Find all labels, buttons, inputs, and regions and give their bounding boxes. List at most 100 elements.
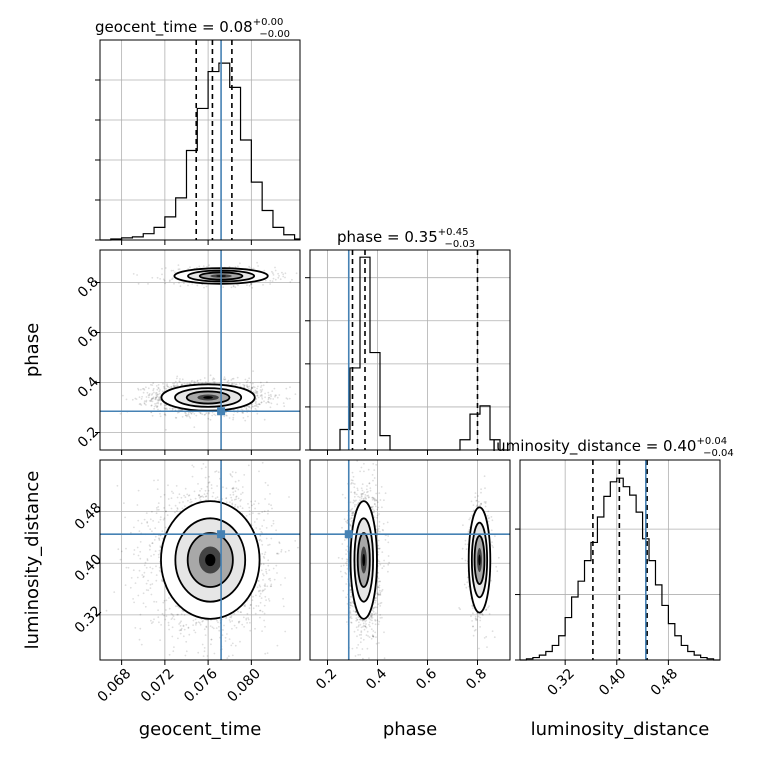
sample-point bbox=[258, 589, 261, 592]
sample-point bbox=[155, 512, 158, 515]
sample-point bbox=[231, 487, 234, 490]
sample-point bbox=[202, 265, 205, 267]
sample-point bbox=[204, 634, 207, 636]
sample-point bbox=[105, 609, 108, 612]
sample-point bbox=[229, 501, 231, 504]
sample-point bbox=[252, 382, 254, 385]
sample-point bbox=[157, 399, 160, 402]
sample-point bbox=[282, 402, 285, 404]
sample-point bbox=[199, 495, 202, 498]
sample-point bbox=[191, 475, 194, 478]
histogram-geocent_time bbox=[100, 62, 301, 241]
sample-point bbox=[149, 583, 152, 586]
sample-point bbox=[269, 397, 272, 400]
sample-point bbox=[205, 495, 208, 498]
sample-point bbox=[152, 621, 154, 623]
sample-point bbox=[222, 378, 225, 380]
sample-point bbox=[168, 504, 171, 507]
sample-point bbox=[232, 486, 235, 489]
sample-point bbox=[230, 616, 233, 619]
sample-point bbox=[161, 273, 163, 276]
sample-point bbox=[191, 379, 194, 382]
sample-point bbox=[174, 380, 177, 383]
sample-point bbox=[249, 629, 252, 632]
sample-point bbox=[260, 391, 262, 393]
sample-point bbox=[176, 496, 179, 499]
sample-point bbox=[215, 470, 218, 472]
sample-point bbox=[182, 625, 185, 628]
sample-point bbox=[157, 508, 160, 511]
sample-point bbox=[177, 637, 179, 640]
sample-point bbox=[165, 609, 167, 611]
sample-point bbox=[154, 403, 156, 405]
sample-point bbox=[236, 505, 239, 508]
sample-point bbox=[229, 670, 231, 672]
sample-point bbox=[229, 621, 232, 623]
sample-point bbox=[204, 495, 207, 498]
sample-point bbox=[258, 470, 260, 473]
sample-point bbox=[143, 387, 145, 390]
sample-point bbox=[141, 574, 144, 576]
sample-point bbox=[205, 412, 208, 415]
sample-point bbox=[212, 491, 215, 494]
sample-point bbox=[284, 551, 287, 553]
sample-point bbox=[252, 607, 255, 610]
sample-point bbox=[155, 385, 158, 387]
sample-point bbox=[156, 405, 158, 408]
sample-point bbox=[227, 655, 230, 658]
sample-point bbox=[258, 403, 261, 405]
sample-point bbox=[180, 384, 183, 386]
sample-point bbox=[150, 394, 153, 396]
xtick-label-luminosity-distance: 0.32 bbox=[545, 666, 578, 699]
sample-point bbox=[232, 491, 235, 494]
sample-point bbox=[170, 497, 173, 500]
sample-point bbox=[185, 412, 187, 415]
sample-point bbox=[246, 386, 249, 388]
sample-point bbox=[168, 280, 171, 283]
sample-point bbox=[139, 613, 142, 616]
sample-point bbox=[274, 395, 276, 398]
marginal-phase-frame bbox=[309, 249, 511, 451]
sample-point bbox=[143, 575, 145, 578]
sample-point bbox=[119, 558, 122, 561]
sample-point bbox=[223, 376, 226, 378]
sample-point bbox=[153, 600, 156, 603]
sample-point bbox=[261, 396, 263, 398]
sample-point bbox=[259, 601, 262, 604]
sample-point bbox=[168, 628, 171, 631]
sample-point bbox=[241, 486, 244, 488]
sample-point bbox=[139, 550, 142, 553]
xlabel-luminosity-distance: luminosity_distance bbox=[531, 719, 710, 740]
sample-point bbox=[210, 643, 212, 646]
sample-point bbox=[164, 414, 167, 417]
sample-point bbox=[206, 492, 209, 495]
sample-point bbox=[152, 520, 155, 522]
sample-point bbox=[163, 279, 166, 282]
sample-point bbox=[270, 402, 273, 405]
sample-point bbox=[262, 579, 264, 581]
sample-point bbox=[263, 612, 266, 615]
sample-point bbox=[178, 268, 181, 270]
sample-point bbox=[233, 612, 236, 615]
sample-point bbox=[155, 601, 158, 603]
sample-point bbox=[214, 414, 217, 417]
sample-point bbox=[153, 539, 156, 541]
sample-point bbox=[187, 411, 190, 414]
sample-point bbox=[247, 617, 250, 619]
sample-point bbox=[266, 381, 268, 384]
sample-point bbox=[209, 418, 212, 421]
sample-point bbox=[183, 614, 186, 616]
sample-point bbox=[155, 396, 158, 399]
sample-point bbox=[260, 540, 263, 542]
sample-point bbox=[161, 390, 164, 393]
sample-point bbox=[284, 276, 286, 279]
sample-point bbox=[201, 495, 204, 497]
sample-point bbox=[175, 417, 178, 419]
sample-point bbox=[251, 286, 254, 289]
sample-point bbox=[247, 503, 249, 505]
sample-point bbox=[213, 413, 216, 416]
sample-point bbox=[230, 474, 232, 477]
sample-point bbox=[172, 382, 174, 385]
sample-point bbox=[275, 394, 277, 397]
sample-point bbox=[158, 538, 161, 540]
